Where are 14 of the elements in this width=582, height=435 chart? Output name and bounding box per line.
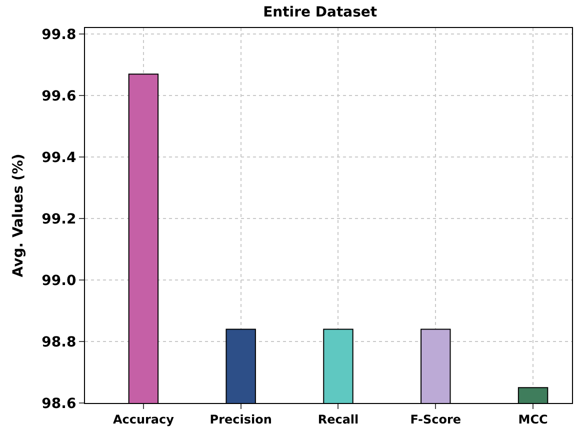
x-tick-label: F-Score xyxy=(410,412,462,426)
x-tick-label: Precision xyxy=(210,412,272,426)
y-tick-label: 98.6 xyxy=(42,396,76,412)
y-tick-label: 99.2 xyxy=(42,211,76,228)
y-tick-label: 98.8 xyxy=(42,334,76,350)
y-tick-label: 99.6 xyxy=(42,88,76,105)
x-tick-label: Recall xyxy=(318,412,359,426)
x-tick-label: Accuracy xyxy=(112,412,174,426)
y-tick-label: 99.8 xyxy=(42,27,76,44)
y-tick-label: 99.4 xyxy=(42,150,76,166)
x-tick-label: MCC xyxy=(518,412,548,426)
chart-title: Entire Dataset xyxy=(263,4,378,20)
y-tick-label: 99.0 xyxy=(42,272,76,289)
y-axis-title: Avg. Values (%) xyxy=(10,154,26,278)
